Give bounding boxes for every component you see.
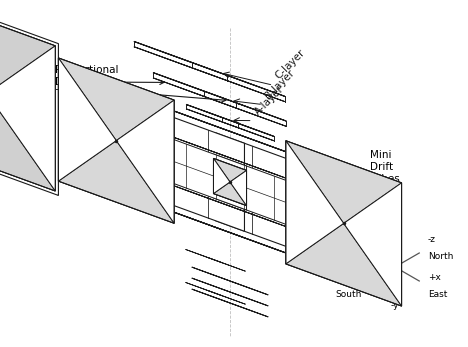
Text: Proportional
Drift
Tubes: Proportional Drift Tubes (55, 65, 164, 99)
Text: North: North (428, 252, 453, 261)
Polygon shape (153, 73, 286, 121)
Text: East: East (428, 290, 447, 299)
Polygon shape (208, 258, 246, 271)
Polygon shape (0, 94, 55, 191)
Text: C-layer: C-layer (273, 48, 307, 81)
Text: +z: +z (350, 273, 362, 282)
Polygon shape (158, 132, 302, 184)
Polygon shape (186, 104, 274, 136)
Text: Mini
Drift
Tubes: Mini Drift Tubes (336, 150, 400, 228)
Text: South: South (336, 290, 362, 299)
Polygon shape (134, 47, 285, 102)
Polygon shape (0, 46, 55, 191)
Polygon shape (208, 225, 246, 238)
Polygon shape (153, 78, 286, 126)
Polygon shape (230, 170, 247, 206)
Polygon shape (185, 282, 223, 296)
Polygon shape (192, 278, 268, 306)
Polygon shape (155, 133, 247, 210)
Polygon shape (116, 100, 174, 223)
Text: A-layer: A-layer (253, 84, 286, 117)
Polygon shape (58, 58, 174, 141)
Polygon shape (208, 291, 246, 304)
Text: -y: -y (391, 301, 399, 310)
Polygon shape (100, 91, 244, 231)
Polygon shape (286, 223, 402, 306)
Polygon shape (213, 182, 247, 206)
Polygon shape (213, 154, 304, 231)
Polygon shape (134, 41, 285, 96)
Polygon shape (185, 217, 223, 230)
Polygon shape (216, 133, 360, 273)
Polygon shape (185, 249, 223, 263)
Text: +y: +y (388, 225, 402, 234)
Polygon shape (286, 141, 344, 264)
Polygon shape (286, 141, 402, 306)
Polygon shape (106, 86, 354, 177)
Text: B-layer: B-layer (263, 67, 296, 101)
Polygon shape (344, 183, 402, 306)
Text: -z: -z (428, 235, 436, 244)
Text: West: West (340, 252, 362, 261)
Polygon shape (213, 158, 247, 206)
Polygon shape (0, 0, 55, 191)
Polygon shape (58, 141, 174, 223)
Polygon shape (0, 0, 55, 94)
Polygon shape (213, 158, 230, 194)
Polygon shape (192, 267, 268, 295)
Polygon shape (213, 158, 247, 182)
Polygon shape (186, 109, 274, 141)
Polygon shape (192, 289, 268, 317)
Text: +x: +x (428, 273, 441, 282)
Polygon shape (58, 58, 174, 223)
Text: -x: -x (353, 235, 362, 244)
Polygon shape (58, 58, 116, 181)
Polygon shape (158, 180, 302, 232)
Polygon shape (106, 187, 354, 278)
Polygon shape (286, 141, 402, 223)
